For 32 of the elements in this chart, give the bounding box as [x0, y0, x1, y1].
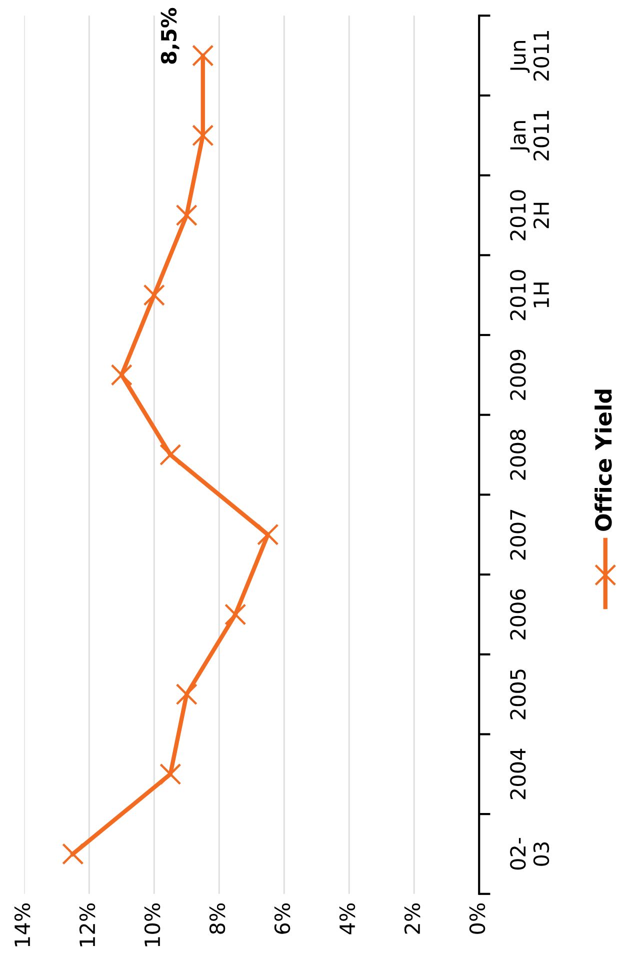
x-tick-label: 12% — [79, 903, 96, 946]
x-tick-label: 8% — [209, 903, 226, 934]
x-tick-label: 14% — [14, 903, 30, 946]
y-tick-label: 2006 — [510, 589, 526, 640]
point — [143, 284, 165, 306]
y-tick-label: 2008 — [510, 430, 526, 480]
x-tick-label: 6% — [274, 903, 290, 934]
x-tick-label: 4% — [339, 903, 356, 934]
point — [224, 604, 246, 626]
x-tick-label: 2% — [404, 903, 420, 934]
point — [62, 843, 84, 865]
y-tick-label: Jun 2011 — [510, 30, 550, 81]
text: Office Yield — [594, 390, 612, 531]
point — [110, 364, 132, 386]
x-tick-label: 10% — [144, 903, 160, 946]
point — [160, 444, 182, 466]
y-tick-label: 2010 1H — [510, 270, 549, 320]
point — [192, 44, 214, 66]
point — [176, 683, 198, 706]
y-tick-label: 2007 — [510, 510, 526, 560]
annotation: 8,5% — [160, 8, 180, 64]
y-tick-label: 2004 — [510, 748, 526, 800]
y-tick-label: 2010 2H — [510, 190, 549, 240]
x-tick-label: 0% — [469, 903, 486, 934]
point — [192, 124, 214, 146]
y-tick-label: 2005 — [510, 670, 526, 720]
y-tick-label: 02- 03 — [510, 838, 550, 870]
y-tick-label: Jan 2011 — [510, 110, 550, 160]
point — [257, 524, 279, 546]
point — [160, 763, 182, 785]
point — [176, 204, 198, 226]
y-tick-label: 2009 — [510, 350, 526, 400]
